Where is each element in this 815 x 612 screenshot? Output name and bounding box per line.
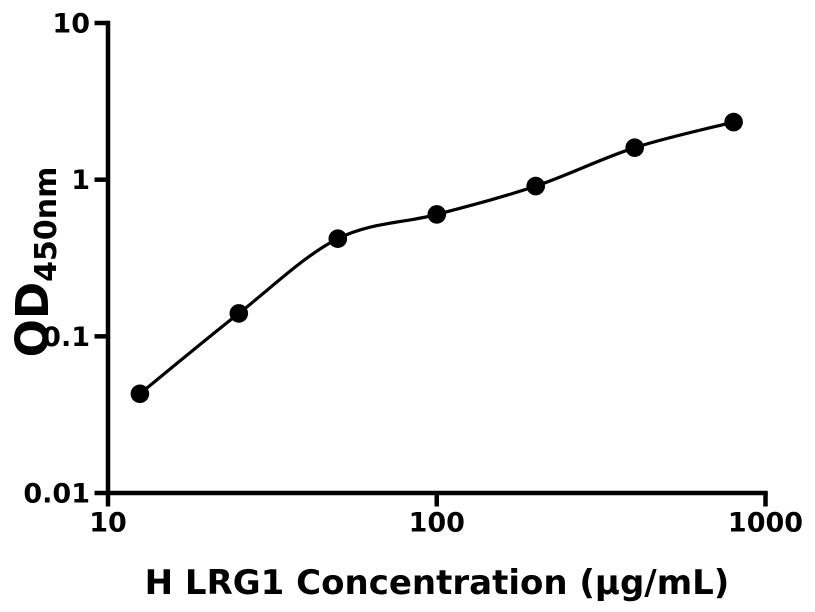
- y-tick-label: 10: [52, 9, 90, 40]
- data-point-marker: [328, 229, 348, 248]
- tick-marks: [94, 20, 768, 507]
- y-axis-title-main: OD: [6, 282, 59, 358]
- data-points: [130, 112, 743, 404]
- axis-spines: [105, 20, 768, 496]
- data-point-marker: [229, 304, 249, 323]
- data-point-marker: [724, 112, 743, 132]
- fit-curve-line: [138, 120, 735, 396]
- x-tick-label: 1000: [728, 508, 803, 539]
- data-point-marker: [625, 138, 644, 157]
- y-tick-label: 0.01: [23, 479, 90, 510]
- x-tick-label: 100: [409, 508, 465, 539]
- data-point-marker: [427, 205, 447, 224]
- y-axis-title-subscript: 450nm: [29, 167, 64, 282]
- x-axis-title: H LRG1 Concentration (μg/mL): [145, 563, 730, 603]
- axes: [105, 20, 768, 496]
- data-point-marker: [130, 384, 150, 404]
- y-axis-title: OD450nm: [6, 167, 64, 358]
- x-tick-label: 10: [89, 508, 127, 539]
- y-tick-label: 0.1: [42, 322, 90, 353]
- data-point-marker: [526, 176, 545, 196]
- y-tick-label: 1: [71, 165, 90, 196]
